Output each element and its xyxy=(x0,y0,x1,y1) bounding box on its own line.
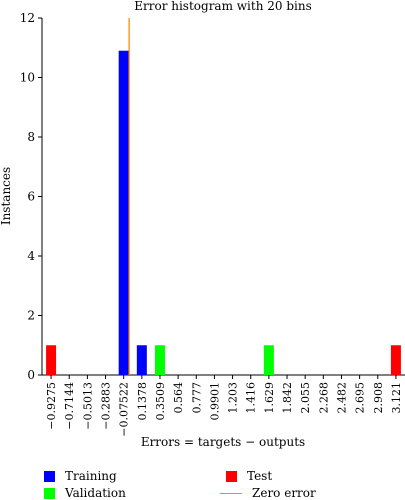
x-tick-label-8: 0.777 xyxy=(190,382,203,414)
y-tick-label-3: 6 xyxy=(27,190,35,204)
x-tick-label-12: 1.629 xyxy=(263,382,276,414)
y-tick-label-1: 2 xyxy=(27,309,35,323)
bar-test-19 xyxy=(390,345,401,375)
chart-title: Error histogram with 20 bins xyxy=(134,0,312,13)
x-tick-label-16: 2.482 xyxy=(335,382,348,414)
y-axis-label: Instances xyxy=(0,167,13,225)
zero-error-swatch xyxy=(220,492,242,494)
x-tick-label-17: 2.695 xyxy=(354,382,367,414)
legend-item-validation: Validation xyxy=(44,486,126,500)
legend-label-zero-error: Zero error xyxy=(252,486,316,500)
x-tick-label-11: 1.416 xyxy=(245,382,258,414)
x-tick-label-7: 0.564 xyxy=(172,382,185,414)
x-tick-label-14: 2.055 xyxy=(299,382,312,414)
x-axis-label: Errors = targets − outputs xyxy=(141,435,305,449)
training-swatch xyxy=(44,470,55,482)
x-tick-label-19: 3.121 xyxy=(390,382,403,414)
x-tick-label-1: −0.7144 xyxy=(63,382,76,430)
x-tick-label-2: −0.5013 xyxy=(81,382,94,430)
x-tick-label-0: −0.9275 xyxy=(45,382,58,430)
bar-training-4 xyxy=(118,50,129,375)
legend-label-validation: Validation xyxy=(65,486,126,500)
y-tick-label-4: 8 xyxy=(27,130,35,144)
x-tick-label-15: 2.268 xyxy=(317,382,330,414)
bar-test-0 xyxy=(46,345,57,375)
legend-label-test: Test xyxy=(247,469,273,483)
legend-item-training: Training xyxy=(44,469,117,483)
bar-training-5 xyxy=(136,345,147,375)
y-tick-label-5: 10 xyxy=(20,71,35,85)
bar-validation-12 xyxy=(263,345,274,375)
x-tick-label-18: 2.908 xyxy=(372,382,385,414)
bar-validation-6 xyxy=(154,345,165,375)
test-swatch xyxy=(226,470,237,482)
legend-label-training: Training xyxy=(65,469,117,483)
x-tick-label-6: 0.3509 xyxy=(154,382,167,421)
x-tick-label-10: 1.203 xyxy=(227,382,240,414)
plot-area: 0 2 4 6 8 10 12 −0.9275 −0.7144 −0.5013 −0.2883 −0.… xyxy=(20,11,405,437)
x-tick-label-3: −0.2883 xyxy=(100,382,113,430)
x-tick-label-13: 1.842 xyxy=(281,382,294,414)
y-tick-label-2: 4 xyxy=(27,249,35,263)
x-tick-label-9: 0.9901 xyxy=(208,382,221,421)
y-tick-label-0: 0 xyxy=(27,368,35,382)
x-tick-label-5: 0.1378 xyxy=(136,382,149,421)
legend-item-test: Test xyxy=(226,469,272,483)
legend-item-zero-error: Zero error xyxy=(220,486,316,500)
x-tick-label-4: −0.07522 xyxy=(118,382,131,437)
y-tick-label-6: 12 xyxy=(20,11,35,25)
validation-swatch xyxy=(44,487,55,499)
